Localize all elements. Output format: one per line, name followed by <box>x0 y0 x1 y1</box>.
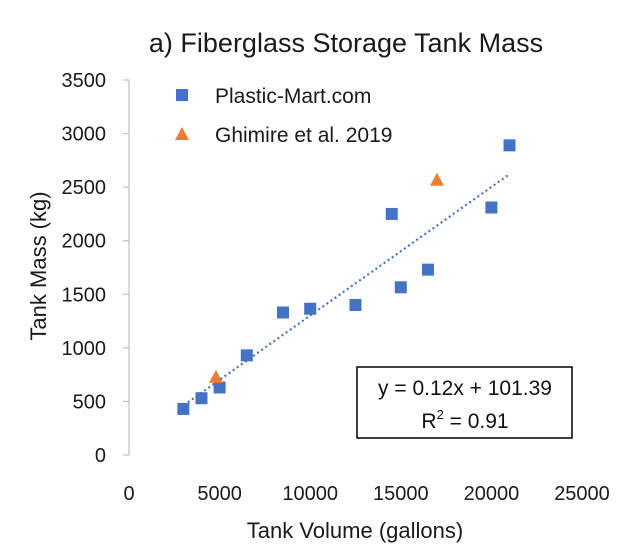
y-tick-label: 1000 <box>62 338 107 360</box>
data-point-plastic-mart <box>421 263 434 276</box>
x-tick-label: 25000 <box>554 483 610 505</box>
x-tick-labels: 0 5000 10000 15000 20000 25000 <box>123 483 609 505</box>
equation-box-frame <box>356 366 573 439</box>
data-point-plastic-mart <box>277 306 290 319</box>
data-points <box>177 139 516 415</box>
data-point-plastic-mart <box>195 392 208 405</box>
x-tick-label: 0 <box>123 483 134 505</box>
x-tick-label: 10000 <box>282 483 338 505</box>
x-axis-label: Tank Volume (gallons) <box>247 518 463 543</box>
x-tick-label: 15000 <box>373 483 429 505</box>
data-point-plastic-mart <box>394 281 407 294</box>
legend: Plastic-Mart.com Ghimire et al. 2019 <box>175 85 392 147</box>
legend-marker-plastic-mart <box>176 89 188 101</box>
legend-label-plastic-mart: Plastic-Mart.com <box>215 85 371 108</box>
y-tick-label: 3500 <box>62 70 107 92</box>
y-tick-label: 1500 <box>62 284 107 306</box>
r-squared-label: R2 = 0.91 <box>421 407 508 433</box>
trendline-path <box>179 173 511 410</box>
data-point-plastic-mart <box>240 349 253 362</box>
y-tick-label: 2500 <box>62 177 107 199</box>
legend-marker-ghimire <box>175 127 189 140</box>
data-point-plastic-mart <box>177 402 190 415</box>
y-tick-label: 2000 <box>62 231 107 253</box>
trendline <box>179 173 511 410</box>
y-tick-label: 3000 <box>62 124 107 146</box>
x-tick-label: 20000 <box>464 483 520 505</box>
data-point-plastic-mart <box>385 207 398 220</box>
y-axis-label: Tank Mass (kg) <box>26 191 51 340</box>
data-point-ghimire <box>430 172 445 186</box>
x-tick-label: 5000 <box>197 483 242 505</box>
axes <box>123 79 130 456</box>
trendline-equation: y = 0.12x + 101.39 <box>378 377 552 400</box>
chart-title: a) Fiberglass Storage Tank Mass <box>149 28 543 58</box>
y-tick-label: 500 <box>73 391 106 413</box>
data-point-plastic-mart <box>304 302 317 315</box>
data-point-plastic-mart <box>213 381 226 394</box>
y-tick-labels: 0 500 1000 1500 2000 2500 3000 3500 <box>62 70 107 467</box>
data-point-plastic-mart <box>349 299 362 311</box>
data-point-plastic-mart <box>485 201 498 214</box>
y-tick-label: 0 <box>95 445 106 467</box>
data-point-ghimire <box>208 369 223 383</box>
legend-label-ghimire: Ghimire et al. 2019 <box>215 124 392 147</box>
equation-box: y = 0.12x + 101.39 R2 = 0.91 <box>356 366 573 439</box>
data-point-plastic-mart <box>503 139 516 152</box>
